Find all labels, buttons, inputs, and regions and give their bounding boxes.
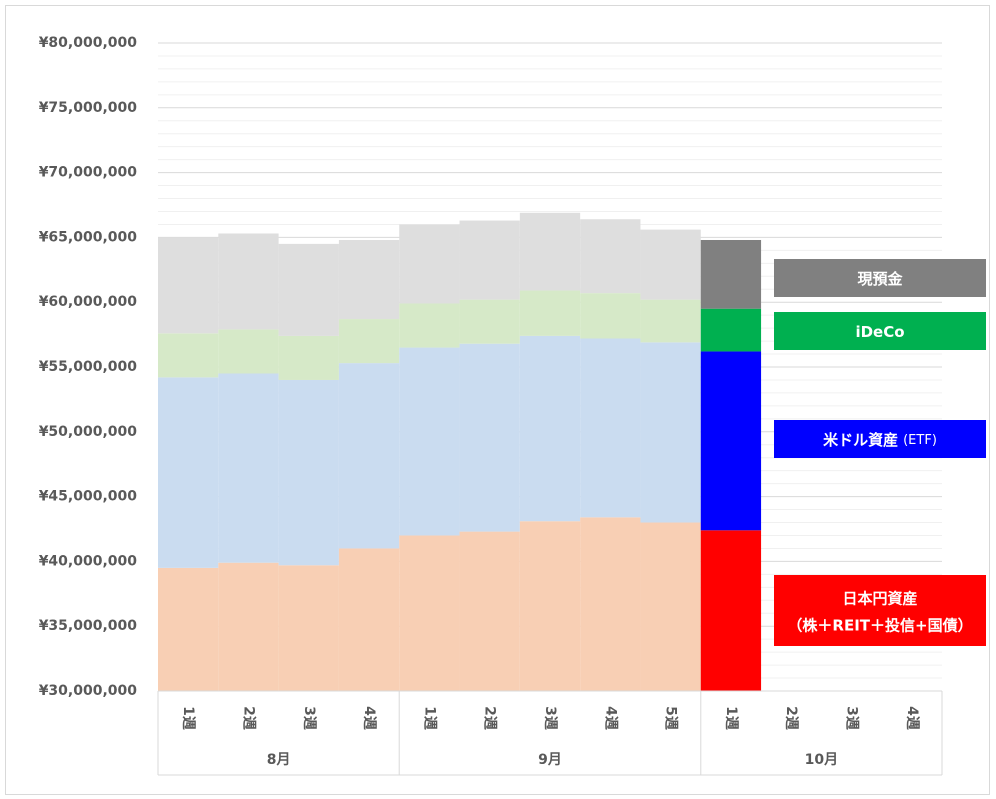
bar-segment bbox=[459, 299, 520, 344]
bar-segment bbox=[399, 347, 460, 536]
y-tick-label: ¥55,000,000 bbox=[39, 359, 138, 375]
x-tick-label: 2週 bbox=[783, 706, 799, 730]
legend-note: （株＋REIT＋投信+国債） bbox=[787, 617, 972, 635]
x-tick-label: 5週 bbox=[663, 706, 679, 730]
x-tick-label: 4週 bbox=[602, 706, 618, 730]
legend-box bbox=[774, 312, 986, 350]
bar-segment bbox=[700, 308, 762, 352]
legend-name: 米ドル資産 bbox=[823, 431, 898, 449]
y-tick-label: ¥65,000,000 bbox=[39, 229, 138, 245]
y-tick-label: ¥75,000,000 bbox=[39, 100, 138, 116]
x-tick-label: 2週 bbox=[240, 706, 256, 730]
bar-segment bbox=[640, 299, 701, 343]
bar-segment bbox=[278, 243, 339, 336]
group-label: 10月 bbox=[805, 752, 838, 768]
bar-segment bbox=[580, 219, 641, 294]
x-tick-label: 3週 bbox=[301, 706, 317, 730]
bar-segment bbox=[700, 530, 762, 691]
bar-segment bbox=[218, 562, 279, 691]
bar-segment bbox=[278, 565, 339, 691]
bar-segment bbox=[700, 239, 762, 309]
x-tick-label: 1週 bbox=[180, 706, 196, 730]
bar-segment bbox=[459, 531, 520, 691]
legend-box bbox=[774, 259, 986, 297]
bar-segment bbox=[218, 373, 279, 563]
x-tick-label: 2週 bbox=[482, 706, 498, 730]
bar-segment bbox=[278, 379, 339, 566]
legend-name: 現預金 bbox=[857, 270, 903, 288]
legend-label: iDeCo bbox=[855, 323, 904, 341]
x-tick-label: 3週 bbox=[542, 706, 558, 730]
bar-segment bbox=[399, 303, 460, 348]
legend-label: 米ドル資産 (ETF) bbox=[823, 431, 937, 449]
legend-label: 日本円資産 bbox=[842, 590, 917, 608]
bar-segment bbox=[459, 343, 520, 532]
legend-note: (ETF) bbox=[903, 433, 937, 448]
y-tick-label: ¥70,000,000 bbox=[39, 165, 138, 181]
legend-box bbox=[774, 420, 986, 458]
x-tick-label: 1週 bbox=[723, 706, 739, 730]
bar-segment bbox=[158, 567, 219, 691]
bar-segment bbox=[580, 517, 641, 691]
bar-segment bbox=[519, 335, 581, 522]
x-tick-label: 4週 bbox=[904, 706, 920, 730]
bar-segment bbox=[519, 212, 581, 291]
y-tick-label: ¥45,000,000 bbox=[39, 489, 138, 505]
bar-segment bbox=[218, 233, 279, 330]
bar-segment bbox=[158, 377, 219, 568]
bar-segment bbox=[640, 229, 701, 300]
group-label: 9月 bbox=[538, 752, 562, 768]
bar-segment bbox=[580, 338, 641, 518]
bar-segment bbox=[338, 548, 400, 691]
bar-segment bbox=[519, 521, 581, 691]
bar-segment bbox=[158, 237, 219, 334]
bar-segment bbox=[399, 535, 460, 691]
bar-segment bbox=[338, 239, 400, 320]
bar-segment bbox=[278, 335, 339, 380]
bar-segment bbox=[640, 342, 701, 523]
group-label: 8月 bbox=[267, 752, 291, 768]
x-tick-label: 1週 bbox=[421, 706, 437, 730]
legend-label: 現預金 bbox=[857, 270, 903, 288]
legend-box bbox=[774, 575, 986, 646]
x-tick-label: 4週 bbox=[361, 706, 377, 730]
bar-segment bbox=[640, 522, 701, 691]
y-tick-label: ¥80,000,000 bbox=[39, 35, 138, 51]
y-tick-label: ¥35,000,000 bbox=[39, 618, 138, 634]
legend-name: iDeCo bbox=[855, 323, 904, 341]
bar-segment bbox=[218, 329, 279, 374]
bar-segment bbox=[700, 351, 762, 531]
bar-segment bbox=[519, 290, 581, 336]
x-tick-label: 3週 bbox=[844, 706, 860, 730]
y-tick-label: ¥60,000,000 bbox=[39, 294, 138, 310]
bar-segment bbox=[399, 224, 460, 304]
bar-segment bbox=[459, 220, 520, 300]
y-tick-label: ¥40,000,000 bbox=[39, 553, 138, 569]
bar-segment bbox=[580, 293, 641, 339]
bar-segment bbox=[158, 333, 219, 378]
bar-segment bbox=[338, 319, 400, 364]
bar-segment bbox=[338, 363, 400, 549]
y-tick-label: ¥30,000,000 bbox=[39, 683, 138, 699]
y-tick-label: ¥50,000,000 bbox=[39, 424, 138, 440]
